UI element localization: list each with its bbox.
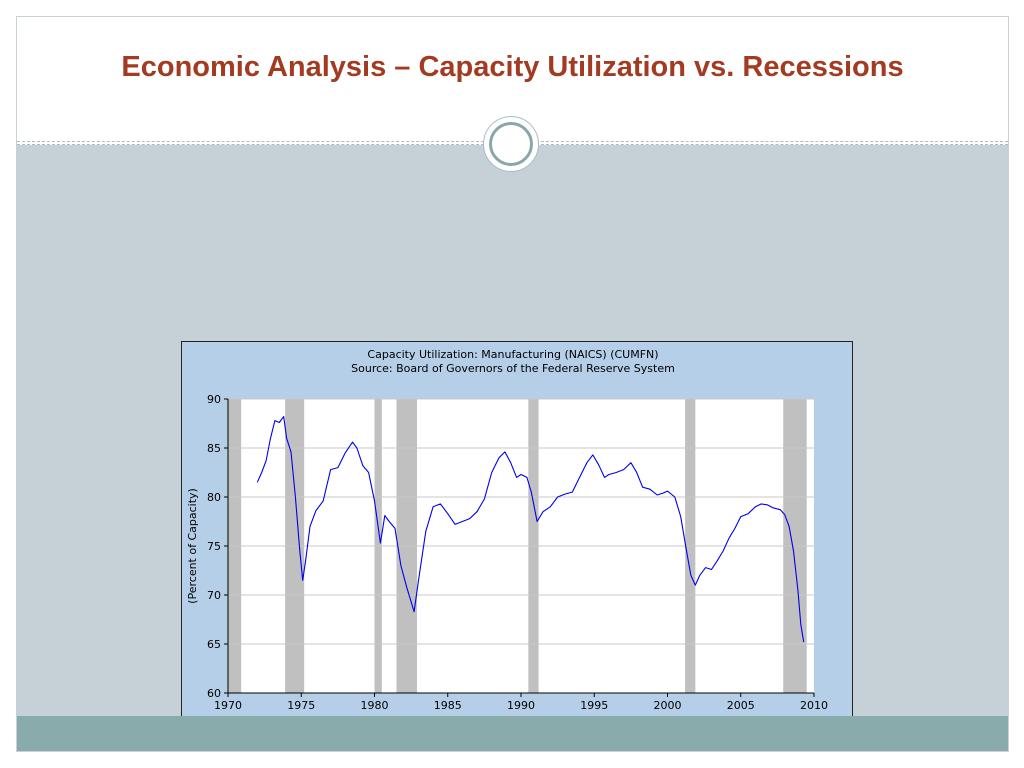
- y-tick-label-80: 80: [207, 491, 221, 504]
- slide-content-area: 60 65 70 75 80 85 90 1970 1975 1980 1985 1990 1995 20…: [17, 145, 1008, 751]
- y-tick-label-75: 75: [207, 540, 221, 553]
- x-tick-label-1995: 1995: [580, 699, 608, 712]
- decorative-ring-icon: [483, 116, 539, 172]
- slide-title: Economic Analysis – Capacity Utilization…: [121, 51, 904, 83]
- y-tick-label-85: 85: [207, 442, 221, 455]
- x-tick-label-2005: 2005: [727, 699, 755, 712]
- y-tick-label-70: 70: [207, 589, 221, 602]
- chart-title: Capacity Utilization: Manufacturing (NAI…: [367, 348, 658, 361]
- footer-band: [17, 716, 1008, 751]
- x-tick-label-1990: 1990: [507, 699, 535, 712]
- x-tick-label-1985: 1985: [434, 699, 462, 712]
- slide: Economic Analysis – Capacity Utilization…: [16, 16, 1009, 752]
- x-tick-label-1970: 1970: [214, 699, 242, 712]
- x-tick-label-2010: 2010: [800, 699, 828, 712]
- y-axis-label: (Percent of Capacity): [186, 488, 199, 604]
- y-tick-label-65: 65: [207, 638, 221, 651]
- series-line-0: [256, 416, 805, 643]
- decorative-ring-inner: [489, 122, 533, 166]
- x-tick-label-1980: 1980: [361, 699, 389, 712]
- capacity-utilization-chart: 60 65 70 75 80 85 90 1970 1975 1980 1985 1990 1995 20…: [186, 348, 828, 750]
- x-tick-label-2000: 2000: [654, 699, 682, 712]
- chart-subtitle: Source: Board of Governors of the Federa…: [351, 362, 675, 375]
- x-tick-label-1975: 1975: [287, 699, 315, 712]
- y-tick-label-90: 90: [207, 393, 221, 406]
- y-tick-label-60: 60: [207, 687, 221, 700]
- chart-panel: 60 65 70 75 80 85 90 1970 1975 1980 1985 1990 1995 20…: [181, 341, 853, 751]
